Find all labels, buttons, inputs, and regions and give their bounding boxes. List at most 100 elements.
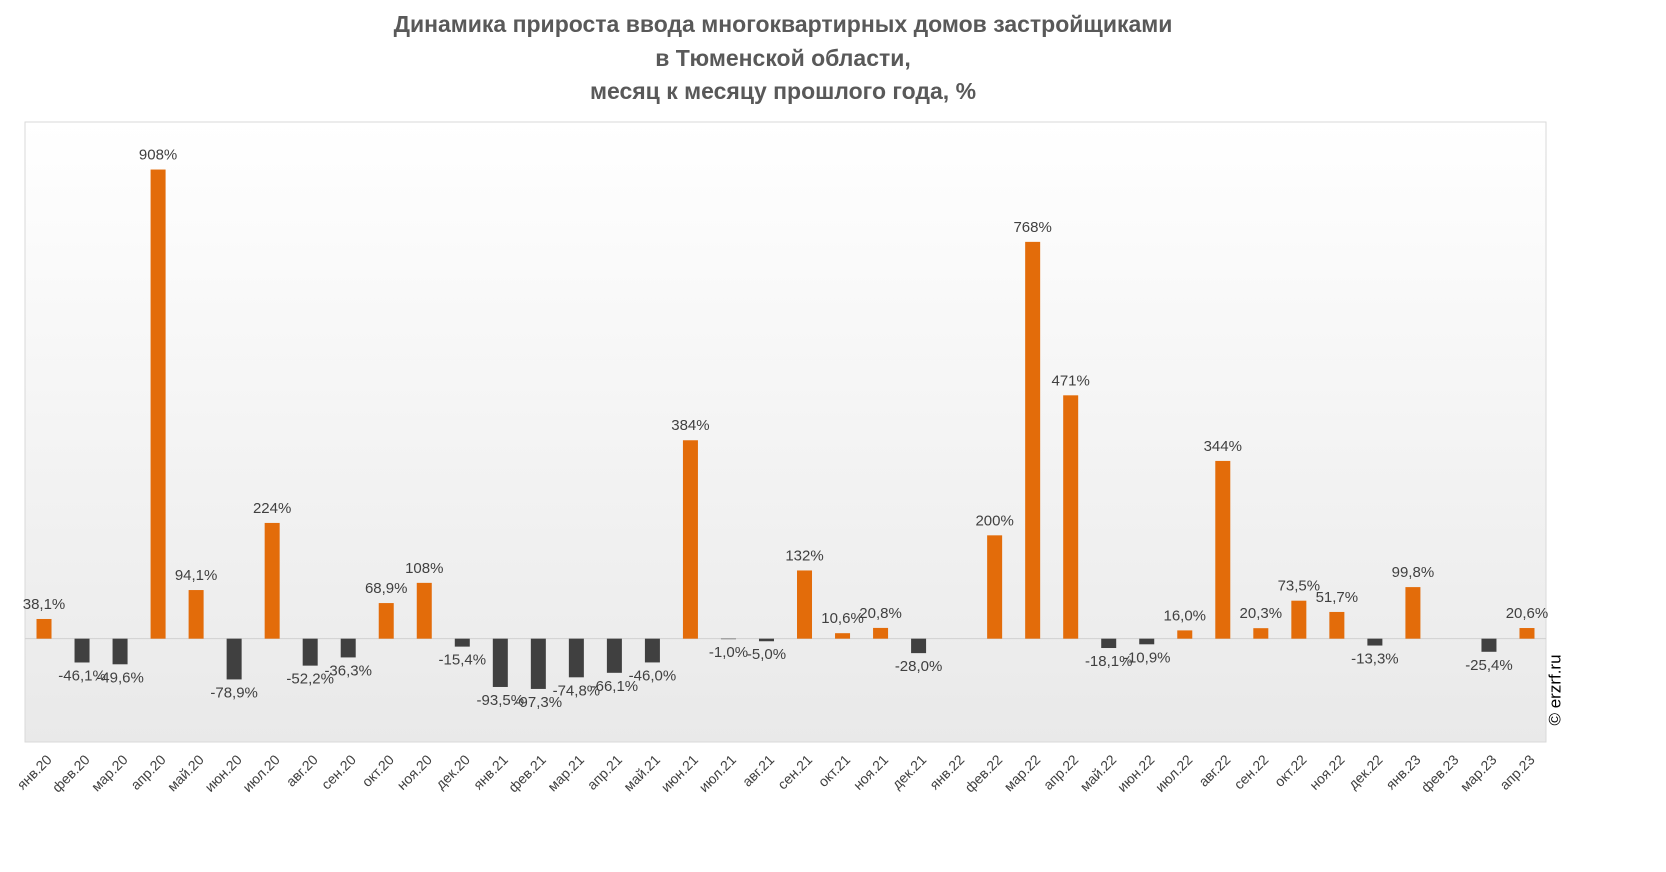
x-tick-label: фев.23 bbox=[1418, 751, 1462, 795]
x-tick-label: авг.22 bbox=[1195, 751, 1233, 789]
x-tick-label: окт.21 bbox=[815, 751, 854, 790]
value-label: 51,7% bbox=[1316, 589, 1359, 606]
x-tick-label: авг.20 bbox=[283, 751, 321, 789]
value-label: 768% bbox=[1013, 219, 1051, 236]
bar bbox=[873, 627, 889, 639]
chart-title: месяц к месяцу прошлого года, % bbox=[590, 78, 976, 104]
x-tick-label: июл.20 bbox=[239, 751, 283, 795]
value-label: -25,4% bbox=[1465, 657, 1513, 674]
bar bbox=[36, 618, 52, 639]
bar bbox=[1215, 460, 1231, 639]
bar bbox=[1101, 638, 1117, 649]
value-label: -74,8% bbox=[553, 682, 601, 699]
value-label: -66,1% bbox=[591, 678, 639, 695]
x-tick-label: авг.21 bbox=[739, 751, 777, 789]
x-tick-label: сен.20 bbox=[318, 751, 359, 792]
value-label: 38,1% bbox=[23, 596, 66, 613]
bar bbox=[112, 638, 128, 665]
value-label: -5,0% bbox=[747, 646, 786, 663]
value-label: -36,3% bbox=[324, 662, 372, 679]
x-tick-label: апр.22 bbox=[1040, 751, 1082, 793]
x-tick-label: июн.22 bbox=[1114, 751, 1158, 795]
x-tick-label: янв.22 bbox=[926, 751, 967, 792]
x-tick-label: июл.21 bbox=[696, 751, 740, 795]
value-label: -52,2% bbox=[286, 671, 334, 688]
bar bbox=[911, 638, 927, 654]
value-label: 108% bbox=[405, 560, 443, 577]
x-tick-label: янв.21 bbox=[470, 751, 511, 792]
bar bbox=[378, 603, 394, 639]
x-tick-label: фев.20 bbox=[49, 751, 93, 795]
value-label: 908% bbox=[139, 147, 177, 164]
value-label: -93,5% bbox=[477, 692, 525, 709]
bar bbox=[987, 535, 1003, 639]
x-tick-label: сен.22 bbox=[1231, 751, 1272, 792]
value-label: 20,6% bbox=[1506, 605, 1549, 622]
x-tick-label: апр.21 bbox=[584, 751, 626, 793]
value-label: -10,9% bbox=[1123, 649, 1171, 666]
value-label: -1,0% bbox=[709, 644, 748, 661]
bar bbox=[835, 633, 851, 639]
bar bbox=[1329, 611, 1345, 639]
value-label: -46,1% bbox=[58, 667, 106, 684]
x-tick-label: июн.21 bbox=[658, 751, 702, 795]
bar bbox=[1025, 241, 1041, 639]
bar bbox=[1519, 628, 1535, 639]
value-label: 384% bbox=[671, 417, 709, 434]
bar bbox=[682, 440, 698, 639]
value-label: -13,3% bbox=[1351, 651, 1399, 668]
value-label: 73,5% bbox=[1278, 578, 1321, 595]
bar bbox=[1063, 395, 1079, 639]
bar bbox=[1253, 628, 1269, 639]
x-tick-label: ноя.20 bbox=[394, 751, 436, 793]
x-tick-label: апр.20 bbox=[127, 751, 169, 793]
value-label: 94,1% bbox=[175, 567, 218, 584]
bar bbox=[454, 638, 470, 647]
x-tick-label: сен.21 bbox=[774, 751, 815, 792]
value-label: -28,0% bbox=[895, 658, 943, 675]
bar bbox=[530, 638, 546, 689]
value-label: 471% bbox=[1052, 372, 1090, 389]
bar bbox=[264, 522, 280, 639]
value-label: -49,6% bbox=[96, 669, 144, 686]
x-tick-label: янв.23 bbox=[1382, 751, 1423, 792]
x-tick-label: фев.21 bbox=[505, 751, 549, 795]
x-tick-label: окт.20 bbox=[359, 751, 398, 790]
bar bbox=[606, 638, 622, 673]
chart-title: в Тюменской области, bbox=[655, 45, 911, 71]
value-label: 68,9% bbox=[365, 580, 408, 597]
bar bbox=[1177, 630, 1193, 639]
bar bbox=[226, 638, 242, 680]
x-tick-label: мар.22 bbox=[1001, 751, 1044, 794]
bar bbox=[644, 638, 660, 663]
bar bbox=[1139, 638, 1155, 645]
value-label: 224% bbox=[253, 500, 291, 517]
x-tick-label: ноя.21 bbox=[850, 751, 892, 793]
value-label: 16,0% bbox=[1163, 607, 1206, 624]
value-label: 99,8% bbox=[1392, 564, 1435, 581]
x-tick-label: июн.20 bbox=[201, 751, 245, 795]
bar bbox=[492, 638, 508, 687]
bar bbox=[720, 638, 736, 640]
value-label: -15,4% bbox=[439, 652, 487, 669]
bar bbox=[758, 638, 774, 642]
value-label: 20,8% bbox=[859, 605, 902, 622]
x-tick-label: янв.20 bbox=[14, 751, 55, 792]
x-tick-label: ноя.22 bbox=[1306, 751, 1348, 793]
value-label: 10,6% bbox=[821, 610, 864, 627]
x-tick-label: мар.23 bbox=[1457, 751, 1500, 794]
x-tick-label: дек.21 bbox=[889, 751, 930, 792]
bar bbox=[797, 570, 813, 639]
value-label: 20,3% bbox=[1240, 605, 1283, 622]
x-tick-label: май.21 bbox=[620, 751, 663, 794]
chart-title: Динамика прироста ввода многоквартирных … bbox=[394, 11, 1173, 37]
x-tick-label: май.20 bbox=[164, 751, 207, 794]
x-tick-label: апр.23 bbox=[1496, 751, 1538, 793]
x-tick-label: дек.20 bbox=[432, 751, 473, 792]
bar bbox=[188, 590, 204, 639]
value-label: 132% bbox=[785, 547, 823, 564]
bar bbox=[340, 638, 356, 658]
x-tick-label: фев.22 bbox=[961, 751, 1005, 795]
value-label: -18,1% bbox=[1085, 653, 1133, 670]
